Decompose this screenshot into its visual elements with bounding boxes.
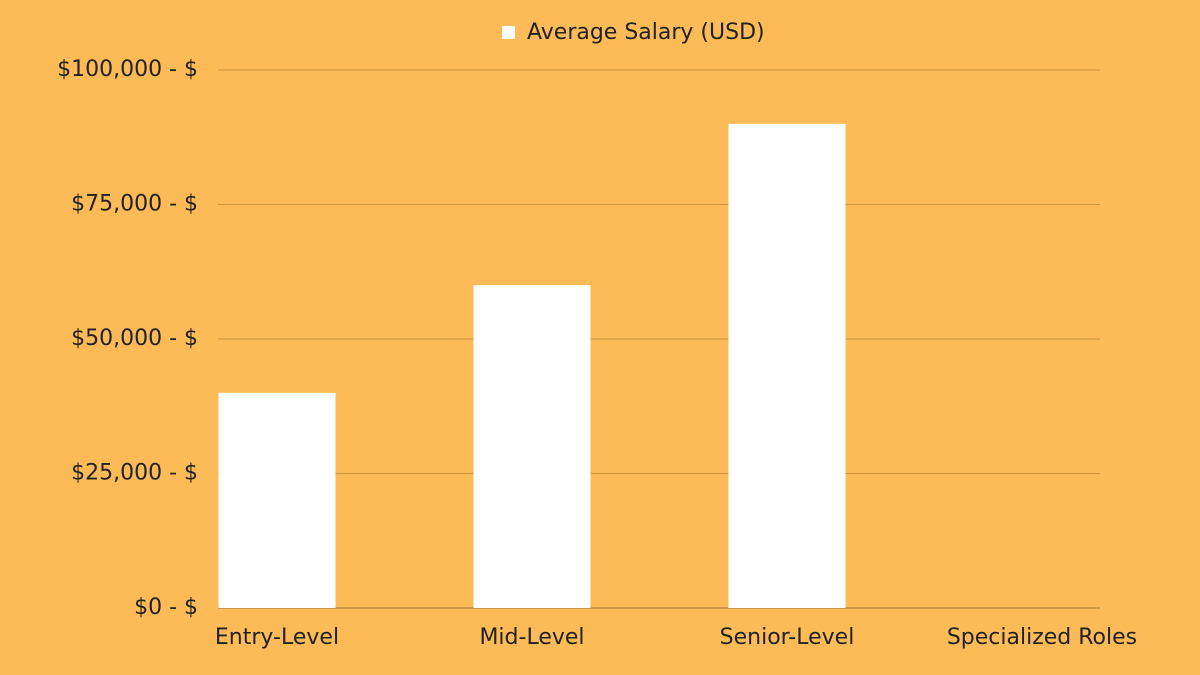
x-tick-label: Senior-Level [720,625,855,650]
y-tick-label: $0 - $ [134,595,198,620]
x-tick-label: Mid-Level [479,625,584,650]
y-tick-label: $75,000 - $ [71,192,198,217]
legend-label: Average Salary (USD) [527,20,765,45]
y-tick-label: $100,000 - $ [57,57,198,82]
x-tick-label: Entry-Level [215,625,339,650]
legend-swatch [502,26,515,39]
bar [728,123,846,609]
y-tick-label: $50,000 - $ [71,326,198,351]
y-tick-label: $25,000 - $ [71,461,198,486]
x-tick-label: Specialized Roles [947,625,1137,650]
bar [473,285,591,608]
bar [218,392,336,608]
